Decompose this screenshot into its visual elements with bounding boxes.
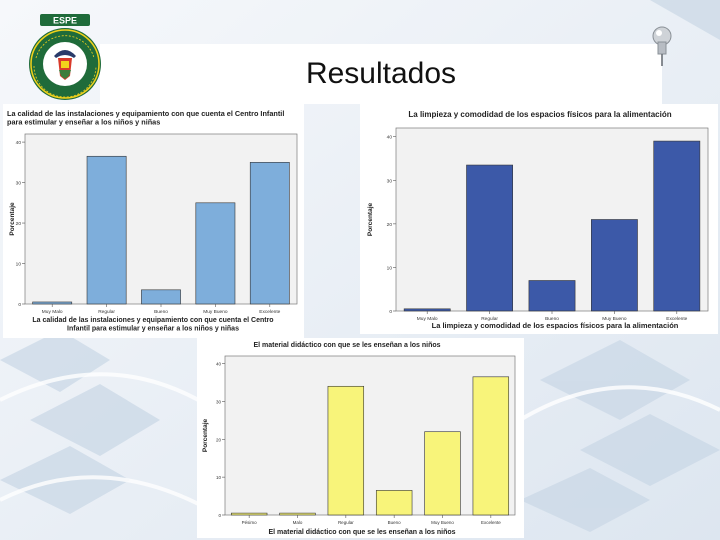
y-tick-label: 20 [216,437,222,442]
condor-icon [54,50,76,58]
slide-title-text: Resultados [305,57,457,90]
slide-title: Resultados [100,44,662,104]
chart-1: La calidad de las instalaciones y equipa… [7,109,298,333]
x-tick-label: Muy Malo [417,316,438,322]
y-tick-label: 10 [216,475,222,480]
bar [528,280,576,312]
y-tick-label: 20 [16,221,22,227]
bar [472,376,510,516]
x-tick-label: Malo [293,520,303,525]
x-tick-label: Regular [481,316,498,322]
x-axis-label: La calidad de las instalaciones y equipa… [32,317,273,324]
bar [195,202,236,305]
y-tick-label: 40 [16,140,22,146]
y-tick-label: 0 [218,513,221,518]
logo-top-text: ESPE [53,16,77,26]
y-tick-label: 10 [387,265,393,271]
chart-title: La calidad de las instalaciones y equipa… [7,109,284,118]
chart-panel-3: El material didáctico con que se les ens… [197,338,524,538]
bar [32,301,73,305]
bar [466,164,513,312]
plot-area [224,355,516,516]
x-axis-label: El material didáctico con que se les ens… [268,529,455,536]
x-tick-label: Pésimo [242,520,258,525]
x-tick-label: Regular [98,309,115,315]
x-tick-label: Muy Bueno [203,309,228,315]
y-tick-label: 0 [389,309,392,315]
chart-2: La limpieza y comodidad de los espacios … [367,110,709,330]
chart-panel-1: La calidad de las instalaciones y equipa… [3,104,304,338]
y-axis-label: Porcentaje [9,202,16,236]
bar [230,512,268,516]
x-tick-label: Bueno [388,520,402,525]
logo-banner [40,14,90,26]
x-tick-label: Excelente [259,309,280,315]
y-tick-label: 30 [387,178,393,184]
x-tick-label: Muy Malo [42,309,63,315]
y-tick-label: 0 [18,302,21,308]
y-tick-label: 10 [16,262,22,268]
bar [327,385,365,516]
y-axis-label: Porcentaje [367,203,374,237]
x-tick-label: Regular [338,520,354,525]
bar [86,155,127,305]
bar [653,140,701,312]
bar [375,490,413,516]
x-tick-label: Excelente [481,520,501,525]
y-tick-label: 30 [16,181,22,187]
pushpin-icon [652,26,672,66]
x-tick-label: Bueno [154,309,168,315]
chart-title: El material didáctico con que se les ens… [253,342,440,349]
chart-title: La limpieza y comodidad de los espacios … [408,110,671,119]
bar [424,431,461,516]
x-axis-label: Infantil para estimular y enseñar a los … [67,326,239,333]
chart-title: para estimular y enseñar a los niños y n… [7,118,160,127]
y-tick-label: 20 [387,222,393,228]
chart-3: El material didáctico con que se les ens… [202,342,516,536]
espe-logo: ESPE [29,14,101,100]
y-axis-label: Porcentaje [202,419,209,453]
chart-panel-2: La limpieza y comodidad de los espacios … [360,104,718,334]
y-tick-label: 30 [216,399,222,404]
bar [141,289,181,305]
x-tick-label: Muy Bueno [431,520,454,525]
bar [249,162,290,305]
bar [279,512,316,516]
y-tick-label: 40 [387,135,393,141]
x-axis-label: La limpieza y comodidad de los espacios … [432,321,679,330]
bar [403,308,451,312]
y-tick-label: 40 [216,362,222,367]
x-tick-label: Bueno [545,316,559,322]
bar [591,219,638,312]
x-tick-label: Muy Bueno [602,316,627,322]
x-tick-label: Excelente [666,316,687,322]
